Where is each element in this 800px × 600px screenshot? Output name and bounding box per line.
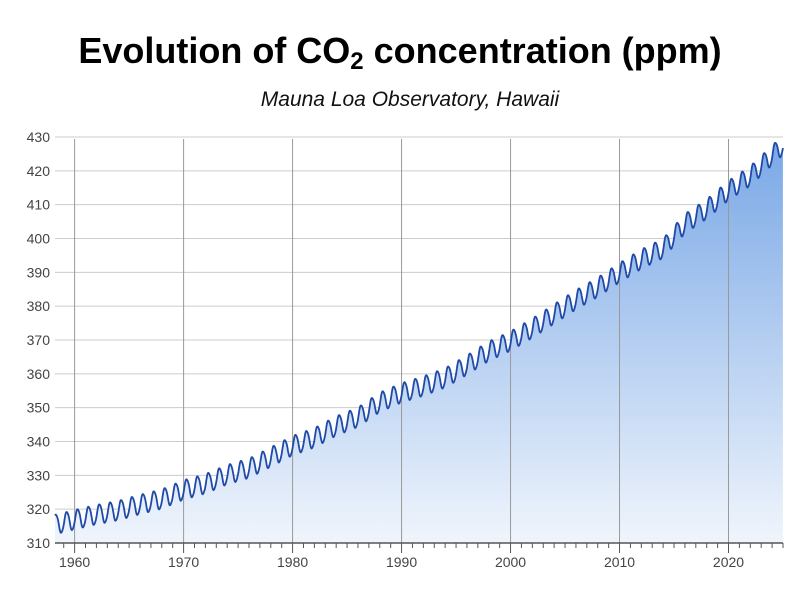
chart-title-main: Evolution of CO: [78, 30, 351, 71]
chart-title-subscript: 2: [350, 48, 364, 75]
x-tick-label: 2000: [495, 554, 526, 570]
x-tick-label: 2010: [604, 554, 635, 570]
chart-title: Evolution of CO2 concentration (ppm): [0, 30, 800, 76]
y-tick-label: 330: [27, 467, 51, 483]
y-tick-label: 360: [27, 366, 51, 382]
chart-subtitle: Mauna Loa Observatory, Hawaii: [260, 88, 560, 111]
chart-title-rest: concentration (ppm): [363, 30, 722, 71]
y-tick-label: 410: [27, 197, 51, 213]
area-layer: [55, 142, 783, 544]
x-tick-label: 2020: [713, 554, 744, 570]
y-tick-label: 400: [27, 231, 51, 247]
x-tick-label: 1960: [59, 554, 90, 570]
x-tick-label: 1980: [277, 554, 308, 570]
x-tick-label: 1970: [168, 554, 199, 570]
y-tick-label: 370: [27, 332, 51, 348]
x-tick-label: 1990: [386, 554, 417, 570]
y-tick-label: 310: [27, 535, 51, 551]
y-tick-label: 430: [27, 129, 51, 145]
series-layer: [54, 141, 784, 534]
y-tick-label: 380: [27, 298, 51, 314]
co2-area-fill: [55, 142, 783, 544]
y-tick-label: 340: [27, 434, 51, 450]
tick-label-layer: 310 320 330 340 350 360 370 380 390 400 410 420 430 1…: [27, 129, 745, 570]
y-tick-label: 390: [27, 264, 51, 280]
co2-series-line: [54, 141, 784, 534]
y-tick-label: 320: [27, 501, 51, 517]
y-tick-label: 420: [27, 163, 51, 179]
y-tick-label: 350: [27, 400, 51, 416]
axis-layer: [55, 542, 784, 553]
